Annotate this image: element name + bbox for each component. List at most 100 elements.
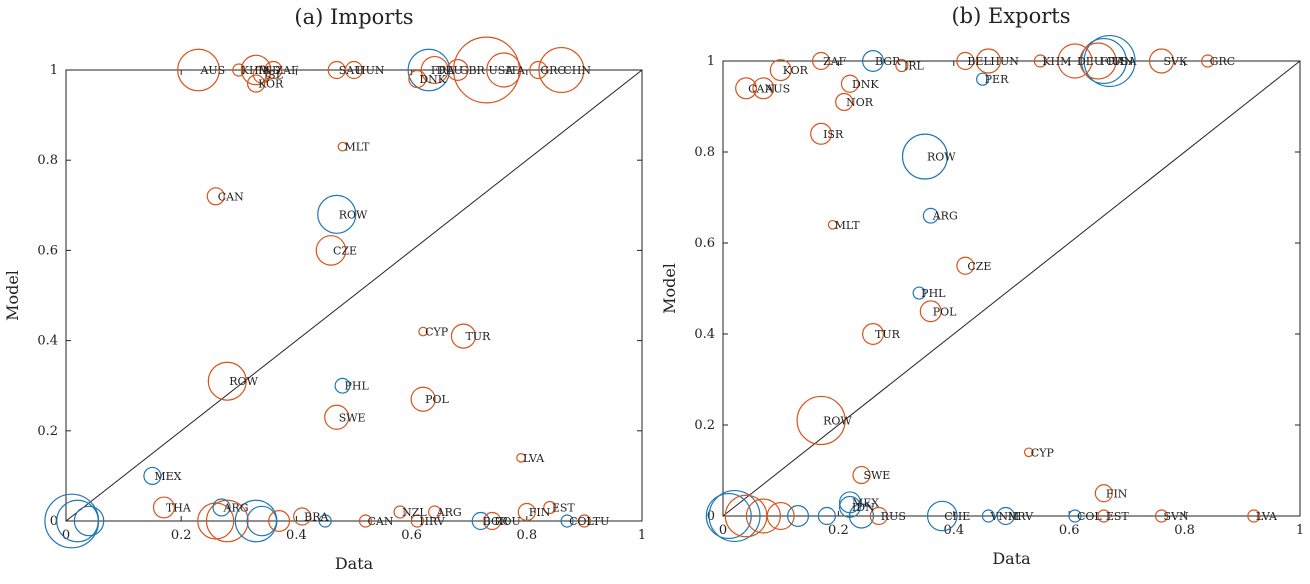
- data-point-label: ARG: [223, 501, 249, 514]
- reference-line: [722, 60, 1301, 517]
- data-point: [315, 235, 347, 266]
- data-point-label: FIN: [529, 506, 551, 519]
- data-point-label: SWE: [863, 469, 890, 482]
- data-point-label: ZAF: [823, 55, 847, 68]
- data-point: [787, 505, 810, 527]
- y-axis-label: Model: [660, 263, 679, 314]
- data-point: [976, 72, 990, 86]
- data-point-label: ROW: [339, 208, 368, 221]
- data-point: [838, 495, 861, 518]
- data-point: [264, 60, 283, 80]
- y-tick-label: 0.6: [694, 236, 715, 251]
- data-point-label: MEX: [852, 496, 879, 509]
- data-point-label: MLT: [835, 219, 861, 232]
- x-tick-label: 0.8: [516, 528, 537, 543]
- data-point: [73, 505, 105, 537]
- data-point: [1201, 54, 1215, 68]
- data-point: [410, 514, 424, 528]
- data-point: [1247, 509, 1261, 523]
- data-point: [268, 510, 291, 532]
- data-point: [293, 507, 312, 526]
- data-point-label: BEL: [967, 55, 991, 68]
- data-point: [1080, 37, 1127, 85]
- data-point-label: NOR: [846, 96, 874, 109]
- data-point-label: ARG: [932, 210, 958, 223]
- data-point-label: DEU: [437, 64, 463, 77]
- data-point-label: DNK: [419, 73, 446, 86]
- data-point: [705, 492, 752, 540]
- data-point-label: SVK: [1164, 55, 1188, 68]
- data-point: [840, 74, 860, 93]
- data-point: [344, 60, 364, 80]
- data-point: [975, 48, 1002, 74]
- data-point-label: LVA: [1256, 510, 1278, 523]
- data-point: [1148, 48, 1175, 74]
- data-point: [745, 498, 781, 534]
- chart-title: (b) Exports: [951, 4, 1070, 28]
- x-tick-label: 0.6: [1059, 523, 1080, 538]
- data-point: [418, 326, 428, 337]
- plot-frame: [722, 60, 1301, 517]
- data-point-label: HUN: [990, 55, 1019, 68]
- data-point-label: TUR: [465, 330, 491, 343]
- data-point-label: COL: [1077, 510, 1102, 523]
- data-point: [912, 286, 926, 300]
- data-point: [538, 46, 585, 94]
- y-tick-label: 0.4: [37, 334, 58, 349]
- data-point: [956, 51, 975, 71]
- data-point: [56, 499, 99, 543]
- data-point-label: CYP: [1031, 446, 1055, 459]
- data-point-label: IDN: [852, 501, 875, 514]
- data-point-label: DEU: [1077, 55, 1103, 68]
- data-point-label: ROW: [823, 414, 852, 427]
- data-point: [410, 386, 436, 412]
- data-point-label: GRC: [1210, 55, 1236, 68]
- data-point: [919, 300, 942, 323]
- data-point: [769, 59, 792, 82]
- data-point-label: FRA: [1100, 55, 1125, 68]
- reference-line: [65, 69, 643, 522]
- data-point-label: RUS: [881, 510, 906, 523]
- data-point: [471, 511, 490, 531]
- data-point: [543, 500, 557, 515]
- data-point: [529, 60, 548, 80]
- data-point-label: KHM: [1042, 55, 1071, 68]
- data-point-label: USA: [1112, 55, 1138, 68]
- data-point-label: PHL: [344, 380, 369, 393]
- data-point: [560, 514, 574, 528]
- y-tick-label: 0.2: [694, 418, 715, 433]
- data-point-label: THA: [166, 501, 192, 514]
- data-point-label: ROW: [229, 375, 258, 388]
- data-point: [318, 514, 332, 528]
- data-point-label: CHN: [1106, 55, 1134, 68]
- data-point: [752, 77, 775, 100]
- data-point-label: HRV: [419, 515, 445, 528]
- data-point-label: CAN: [218, 190, 244, 203]
- data-point: [393, 505, 407, 519]
- data-point-label: ITA: [506, 64, 526, 77]
- data-point: [812, 51, 831, 71]
- data-point-label: USA: [488, 64, 514, 77]
- data-point-label: EST: [552, 501, 576, 514]
- data-point: [207, 361, 247, 401]
- data-point-label: PHL: [921, 287, 946, 300]
- data-point: [197, 502, 235, 540]
- x-tick-label: 0.2: [171, 528, 192, 543]
- data-point-label: ZAF: [275, 64, 299, 77]
- x-tick-label: 0: [719, 523, 727, 538]
- data-point: [205, 499, 249, 543]
- data-point-label: FRA: [431, 64, 456, 77]
- data-point: [1154, 509, 1169, 523]
- chart-title: (a) Imports: [294, 5, 413, 29]
- data-point-label: BRA: [304, 510, 329, 523]
- y-tick-label: 1: [707, 54, 715, 69]
- data-point: [926, 500, 958, 532]
- data-point: [450, 323, 477, 349]
- data-point-label: EST: [1106, 510, 1130, 523]
- data-point: [708, 489, 761, 543]
- y-tick-label: 0.8: [694, 145, 715, 160]
- data-point: [1097, 509, 1111, 523]
- y-axis-label: Model: [3, 270, 22, 321]
- data-point: [1033, 54, 1047, 68]
- data-point-label: CHE: [944, 510, 970, 523]
